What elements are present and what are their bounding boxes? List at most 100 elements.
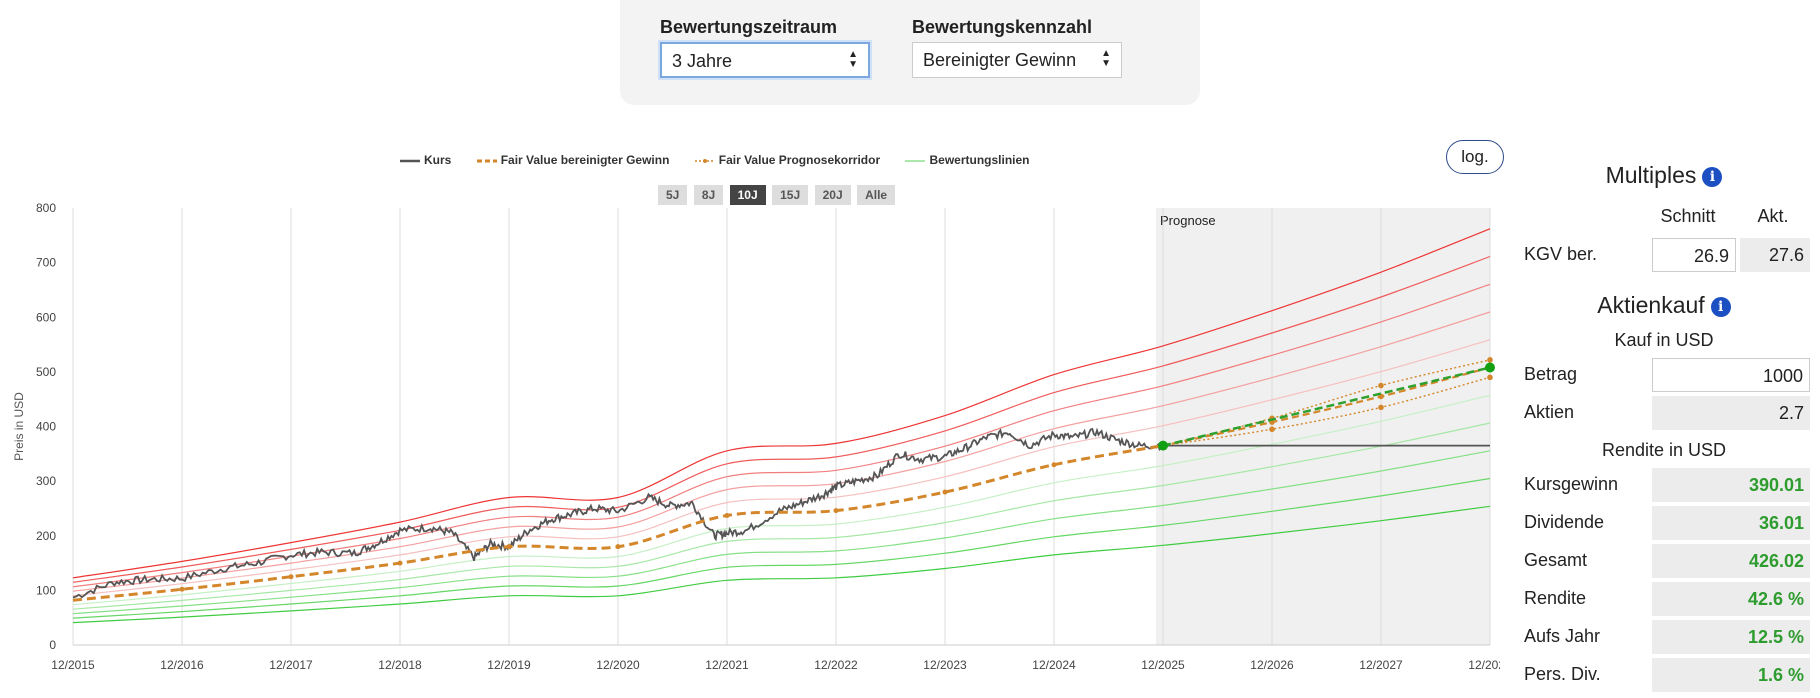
- valuation-line: [72, 422, 1491, 610]
- x-tick-label: 12/2028: [1468, 658, 1500, 672]
- metric-select-value: Bereinigter Gewinn: [923, 50, 1077, 70]
- x-tick-label: 12/2015: [51, 658, 95, 672]
- x-tick-label: 12/2020: [596, 658, 640, 672]
- start-point: [1158, 440, 1168, 451]
- chart-legend: Kurs Fair Value bereinigter Gewinn Fair …: [400, 153, 1052, 167]
- corridor-point: [1378, 404, 1384, 411]
- aktien-row: Aktien 2.7: [1514, 396, 1814, 430]
- legend-valuation-lines-swatch: [905, 160, 926, 162]
- return-value: 390.01: [1652, 468, 1810, 502]
- info-icon[interactable]: i: [1710, 296, 1731, 317]
- return-row: Rendite 42.6 %: [1514, 582, 1814, 616]
- valuation-line: [72, 477, 1491, 619]
- multiples-title: Multiples i: [1514, 162, 1814, 189]
- x-tick-label: 12/2016: [160, 658, 204, 672]
- kgv-avg-input[interactable]: 26.9: [1652, 238, 1736, 272]
- valuation-line: [72, 394, 1491, 606]
- x-tick-label: 12/2027: [1359, 658, 1403, 672]
- fair-value-point: [397, 560, 403, 566]
- corridor-point: [1269, 426, 1275, 433]
- return-row: Kursgewinn 390.01: [1514, 468, 1814, 502]
- y-tick-label: 0: [49, 638, 56, 652]
- legend-valuation-lines[interactable]: Bewertungslinien: [905, 153, 1030, 167]
- fair-value-point: [615, 544, 621, 550]
- return-value: 36.01: [1652, 506, 1810, 540]
- range-15j-button[interactable]: 15J: [772, 185, 809, 205]
- x-tick-label: 12/2026: [1250, 658, 1294, 672]
- period-label: Bewertungszeitraum: [660, 17, 838, 37]
- corridor-point: [1487, 374, 1493, 381]
- range-10j-button[interactable]: 10J: [729, 185, 766, 205]
- return-label: Kursgewinn: [1524, 474, 1619, 494]
- return-label: Pers. Div.: [1524, 664, 1601, 684]
- info-icon[interactable]: i: [1702, 166, 1723, 187]
- purchase-title: Aktienkauf i: [1514, 292, 1814, 319]
- legend-fair-value[interactable]: Fair Value bereinigter Gewinn: [476, 153, 669, 167]
- range-buttons: 5J 8J 10J 15J 20J Alle: [658, 185, 897, 205]
- x-tick-label: 12/2018: [378, 658, 422, 672]
- return-value: 1.6 %: [1652, 658, 1810, 692]
- x-tick-label: 12/2021: [705, 658, 749, 672]
- return-label: Rendite: [1524, 588, 1587, 608]
- fair-value-point: [724, 513, 730, 519]
- x-tick-label: 12/2023: [923, 658, 967, 672]
- aktien-label: Aktien: [1524, 402, 1575, 422]
- return-label: Dividende: [1524, 512, 1605, 532]
- valuation-line: [72, 255, 1491, 583]
- y-tick-label: 700: [36, 256, 56, 270]
- period-select[interactable]: 3 Jahre ▲ ▼: [660, 42, 870, 78]
- fair-value-point: [506, 544, 512, 550]
- y-axis-label: Preis in USD: [12, 392, 26, 461]
- corridor-point: [1378, 382, 1384, 389]
- return-label: Gesamt: [1524, 550, 1588, 570]
- return-value: 42.6 %: [1652, 582, 1810, 616]
- betrag-label: Betrag: [1524, 364, 1578, 384]
- betrag-input[interactable]: 1000: [1652, 358, 1810, 392]
- log-scale-button[interactable]: log.: [1446, 140, 1504, 174]
- fair-value-point: [288, 574, 294, 580]
- select-arrows-icon: ▲ ▼: [848, 49, 858, 70]
- fair-value-point: [1051, 462, 1057, 468]
- x-tick-label: 12/2025: [1141, 658, 1185, 672]
- return-row: Dividende 36.01: [1514, 506, 1814, 540]
- return-label: Aufs Jahr: [1524, 626, 1601, 646]
- return-value: 12.5 %: [1652, 620, 1810, 654]
- corridor-line: [1162, 376, 1491, 447]
- legend-corridor[interactable]: Fair Value Prognosekorridor: [694, 153, 880, 167]
- metric-select[interactable]: Bereinigter Gewinn ▲ ▼: [912, 42, 1122, 78]
- valuation-line: [72, 311, 1491, 592]
- legend-kurs[interactable]: Kurs: [400, 153, 451, 167]
- y-tick-label: 300: [36, 474, 56, 488]
- aktien-value: 2.7: [1652, 396, 1810, 430]
- fair-value-point: [833, 508, 839, 514]
- valuation-controls-panel: Bewertungszeitraum 3 Jahre ▲ ▼ Bewertungs…: [620, 0, 1200, 105]
- multiples-col-cur: Akt.: [1757, 206, 1789, 226]
- kgv-label: KGV ber.: [1524, 244, 1598, 264]
- select-arrows-icon: ▲ ▼: [1101, 48, 1111, 69]
- y-tick-label: 600: [36, 310, 56, 324]
- prognose-label: Prognose: [1160, 213, 1216, 228]
- corridor-point: [1487, 357, 1493, 363]
- return-row: Pers. Div. 1.6 %: [1514, 658, 1814, 692]
- period-select-value: 3 Jahre: [672, 51, 733, 71]
- y-tick-label: 100: [36, 583, 56, 597]
- kgv-cur-value: 27.6: [1740, 238, 1810, 272]
- returns-title: Rendite in USD: [1601, 440, 1727, 460]
- valuation-line: [72, 450, 1491, 615]
- valuation-line: [72, 228, 1491, 579]
- range-20j-button[interactable]: 20J: [814, 185, 851, 205]
- fair-value-point: [179, 586, 185, 592]
- purchase-subtitle: Kauf in USD: [1614, 330, 1714, 350]
- kurs-line: [72, 427, 1164, 599]
- target-point: [1485, 362, 1495, 373]
- range-8j-button[interactable]: 8J: [693, 185, 724, 205]
- return-row: Aufs Jahr 12.5 %: [1514, 620, 1814, 654]
- y-tick-label: 400: [36, 420, 56, 434]
- return-row: Gesamt 426.02: [1514, 544, 1814, 578]
- x-tick-label: 12/2024: [1032, 658, 1076, 672]
- return-value: 426.02: [1652, 544, 1810, 578]
- target-line: [1162, 366, 1491, 447]
- range-5j-button[interactable]: 5J: [658, 185, 688, 205]
- y-tick-label: 500: [36, 365, 56, 379]
- range-alle-button[interactable]: Alle: [857, 185, 896, 205]
